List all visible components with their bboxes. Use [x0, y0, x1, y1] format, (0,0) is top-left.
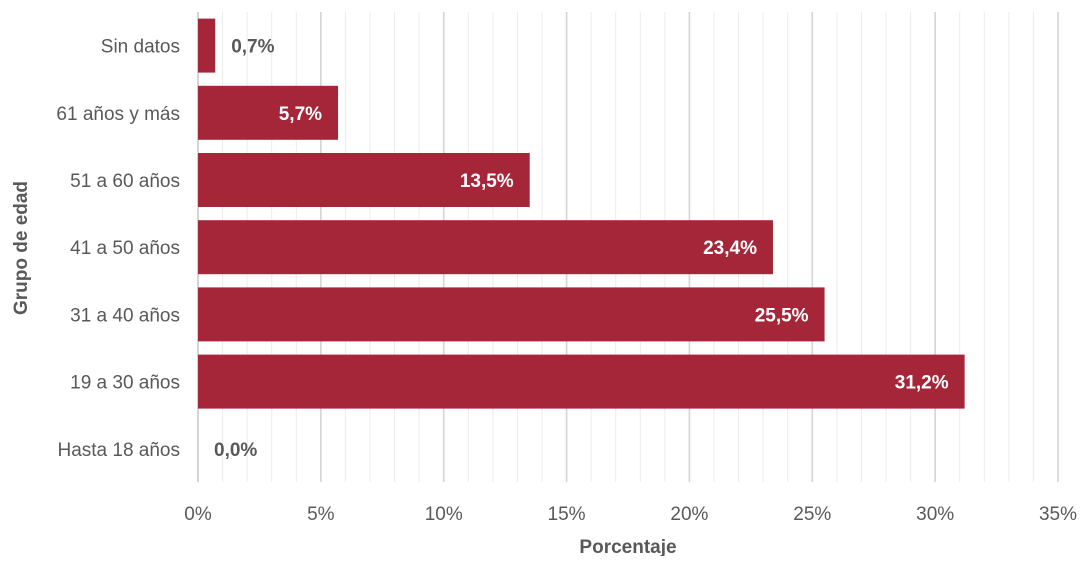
y-axis-title: Grupo de edad — [11, 181, 32, 315]
data-label: 0,7% — [231, 37, 274, 58]
data-labels: 0,0% 31,2% 25,5% 23,4% 13,5% 5,7% 0,7% — [214, 37, 949, 461]
x-tick-label: 0% — [184, 504, 212, 525]
category-label: 51 a 60 años — [70, 171, 180, 192]
data-label: 0,0% — [214, 440, 257, 461]
data-label: 25,5% — [755, 305, 809, 326]
x-tick-label: 5% — [307, 504, 335, 525]
bar — [198, 220, 773, 275]
x-tick-label: 35% — [1039, 504, 1077, 525]
x-tick-label: 20% — [670, 504, 708, 525]
x-tick-label: 10% — [425, 504, 463, 525]
bar — [198, 287, 825, 342]
x-tick-label: 30% — [916, 504, 954, 525]
category-label: 41 a 50 años — [70, 238, 180, 259]
data-label: 31,2% — [895, 373, 949, 394]
category-label: 61 años y más — [56, 104, 180, 125]
bar — [198, 354, 965, 409]
category-labels: Hasta 18 años 19 a 30 años 31 a 40 años 41 … — [56, 37, 180, 461]
x-axis-title: Porcentaje — [579, 537, 676, 556]
x-tick-label: 25% — [793, 504, 831, 525]
bar — [198, 18, 216, 73]
category-label: Sin datos — [101, 37, 180, 58]
data-label: 23,4% — [703, 238, 757, 259]
bars — [198, 18, 965, 409]
bar — [198, 85, 339, 140]
x-tick-label: 15% — [548, 504, 586, 525]
category-label: 31 a 40 años — [70, 305, 180, 326]
data-label: 5,7% — [279, 104, 322, 125]
data-label: 13,5% — [460, 171, 514, 192]
category-label: Hasta 18 años — [57, 440, 180, 461]
category-label: 19 a 30 años — [70, 373, 180, 394]
bar — [198, 153, 530, 207]
x-tick-labels: 0% 5% 10% 15% 20% 25% 30% 35% — [184, 504, 1077, 525]
